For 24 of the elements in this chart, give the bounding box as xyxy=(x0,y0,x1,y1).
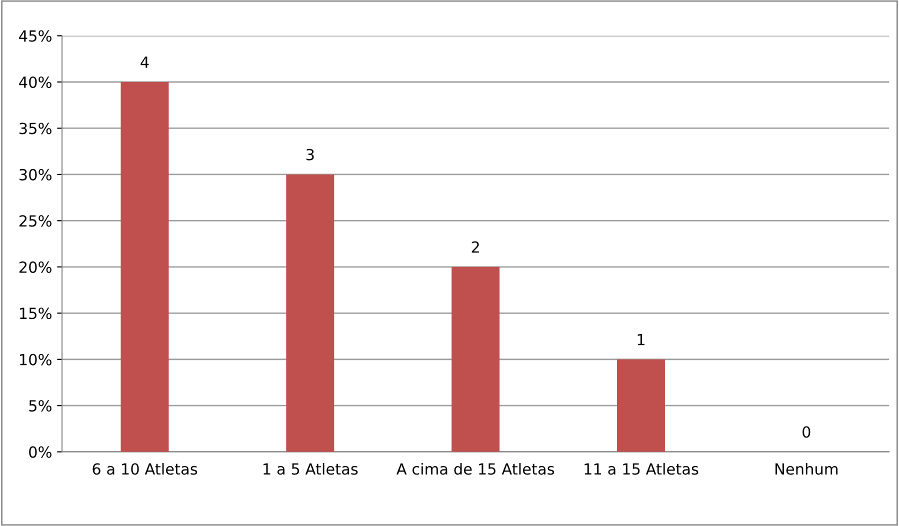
annotation: 3 xyxy=(306,148,314,160)
x-tick-label: Nenhum xyxy=(776,462,838,475)
bar xyxy=(120,82,169,452)
x-tick-label: 11 a 15 Atletas xyxy=(584,462,698,475)
y-tick-label: 0% xyxy=(29,446,52,458)
y-tick-label: 20% xyxy=(19,261,52,273)
bar xyxy=(286,174,334,452)
bar xyxy=(452,266,500,452)
bar xyxy=(617,359,665,452)
annotation: 2 xyxy=(472,241,479,253)
y-tick-label: 30% xyxy=(20,168,52,180)
y-tick-label: 40% xyxy=(19,76,52,88)
annotation: 4 xyxy=(140,56,149,68)
y-tick-label: 5% xyxy=(29,400,52,412)
annotation: 1 xyxy=(638,334,644,346)
y-tick-label: 10% xyxy=(20,354,52,366)
annotation: 0 xyxy=(802,426,810,438)
x-tick-label: 6 a 10 Atletas xyxy=(92,462,198,475)
y-tick-label: 25% xyxy=(19,215,52,227)
x-tick-label: A cima de 15 Atletas xyxy=(396,462,554,475)
x-tick-label: 1 a 5 Atletas xyxy=(264,462,358,475)
y-tick-label: 15% xyxy=(20,308,52,320)
y-tick-label: 45% xyxy=(19,30,52,42)
y-tick-label: 35% xyxy=(20,122,52,134)
